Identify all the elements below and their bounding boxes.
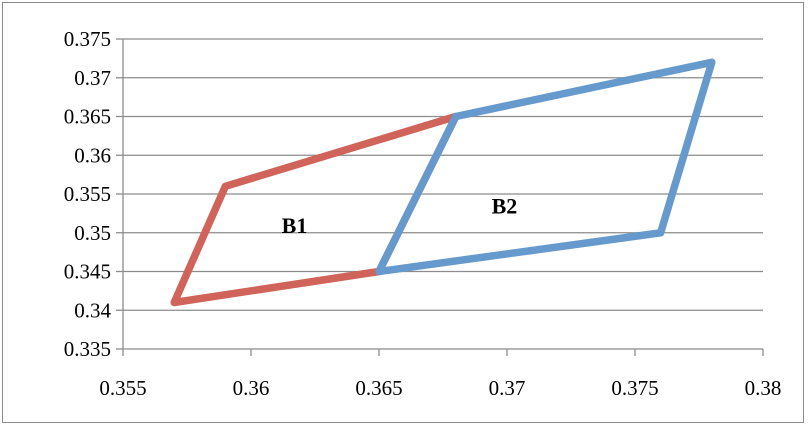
y-tick-label: 0.34 [74,298,111,322]
region-label-b2: B2 [492,194,518,219]
grid-layer [123,38,763,311]
y-tick-label: 0.36 [74,143,111,167]
axis-layer: 0.335 0.34 0.345 0.35 0.355 0.36 0.365 0.37 0.37… [64,27,782,400]
x-tick-label: 0.375 [611,376,658,400]
chart-svg: 0.335 0.34 0.345 0.35 0.355 0.36 0.365 0.37 0.37… [64,27,782,400]
y-tick-label: 0.37 [74,66,111,90]
x-tick-label: 0.37 [489,376,526,400]
x-tick-label: 0.355 [99,376,146,400]
series-line-2 [375,58,716,276]
y-tick-label: 0.355 [64,182,111,206]
y-tick-label: 0.375 [64,27,111,51]
x-tick-label: 0.36 [233,376,270,400]
y-tick-label: 0.365 [64,105,111,129]
region-label-b1: B1 [282,213,308,238]
y-tick-label: 0.35 [74,221,111,245]
x-tick-label: 0.365 [355,376,402,400]
y-tick-label: 0.335 [64,337,111,361]
y-tick-label: 0.345 [64,260,111,284]
x-tick-label: 0.38 [745,376,782,400]
series-layer [170,58,716,307]
chart-frame: 0.335 0.34 0.345 0.35 0.355 0.36 0.365 0.37 0.37… [2,2,804,423]
label-layer: B1 B2 [282,194,518,238]
